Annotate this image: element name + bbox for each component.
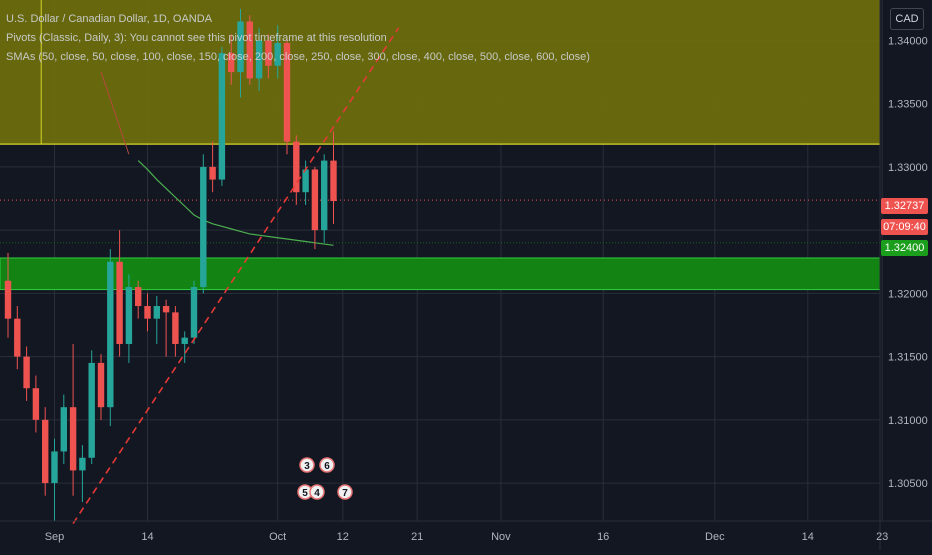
candle-body <box>311 169 319 231</box>
event-marker: 6 <box>324 461 330 472</box>
candle-body <box>88 362 95 458</box>
event-marker: 7 <box>342 488 348 499</box>
candle-body <box>228 53 235 73</box>
candle-body <box>321 160 328 231</box>
candle-body <box>60 407 67 452</box>
candle-body <box>190 287 198 338</box>
event-marker-bg <box>337 484 353 500</box>
candle-body <box>135 287 142 307</box>
sma-line-upper <box>100 71 130 155</box>
countdown-tag: 07:09:40 <box>881 219 928 235</box>
x-tick-label: 23 <box>876 531 888 543</box>
demand-zone <box>0 257 881 291</box>
y-tick-label: 1.33000 <box>888 162 928 174</box>
candle-body <box>162 306 170 313</box>
candle-body <box>125 287 133 344</box>
candle-body <box>42 419 49 484</box>
x-tick-label: Dec <box>705 531 725 543</box>
x-tick-label: 16 <box>597 531 609 543</box>
candle-body <box>181 337 188 344</box>
candle-body <box>79 457 86 471</box>
last-price-tag: 1.32737 <box>881 198 928 214</box>
candle-body <box>218 53 226 180</box>
x-tick-label: Oct <box>269 531 286 543</box>
y-tick-label: 1.32000 <box>888 288 928 300</box>
y-tick-label: 1.33500 <box>888 99 928 111</box>
candle-body <box>293 141 300 193</box>
y-tick-label: 1.31500 <box>888 352 928 364</box>
candle-body <box>14 318 21 357</box>
sma-line <box>137 160 334 246</box>
event-marker: 3 <box>304 461 310 472</box>
x-tick-label: 14 <box>802 531 814 543</box>
candle-body <box>144 306 151 319</box>
x-tick-label: Nov <box>491 531 511 543</box>
event-marker-bg <box>309 484 325 500</box>
currency-button[interactable]: CAD <box>890 8 924 30</box>
event-marker: 4 <box>314 488 320 499</box>
candle-body <box>97 362 105 408</box>
candle-body <box>69 407 77 471</box>
candle-body <box>32 388 40 420</box>
x-tick-label: 12 <box>337 531 349 543</box>
candle-body <box>4 280 12 319</box>
candle-body <box>237 21 244 73</box>
candle-body <box>153 306 160 319</box>
candle-body <box>116 261 123 344</box>
x-tick-label: 14 <box>141 531 153 543</box>
level-price-tag: 1.32400 <box>881 240 928 256</box>
event-marker-bg <box>299 457 315 473</box>
supply-zone <box>0 0 880 145</box>
candle-body <box>246 21 253 79</box>
y-tick-label: 1.34000 <box>888 35 928 47</box>
candle-body <box>330 160 337 202</box>
x-tick-label: 21 <box>411 531 423 543</box>
candle-body <box>107 261 114 408</box>
event-marker: 5 <box>302 488 308 499</box>
candle-body <box>265 40 272 66</box>
candle-body <box>274 42 281 66</box>
candle-body <box>302 169 309 193</box>
candle-body <box>200 166 207 288</box>
candle-body <box>51 451 58 484</box>
candle-body <box>209 166 216 180</box>
x-tick-label: Sep <box>45 531 65 543</box>
candle-body <box>255 40 263 79</box>
y-tick-label: 1.30500 <box>888 478 928 490</box>
trendline <box>72 27 400 524</box>
event-marker-bg <box>319 457 335 473</box>
candle-body <box>23 356 30 389</box>
y-tick-label: 1.31000 <box>888 415 928 427</box>
candle-body <box>172 312 179 344</box>
candle-body <box>283 42 291 142</box>
